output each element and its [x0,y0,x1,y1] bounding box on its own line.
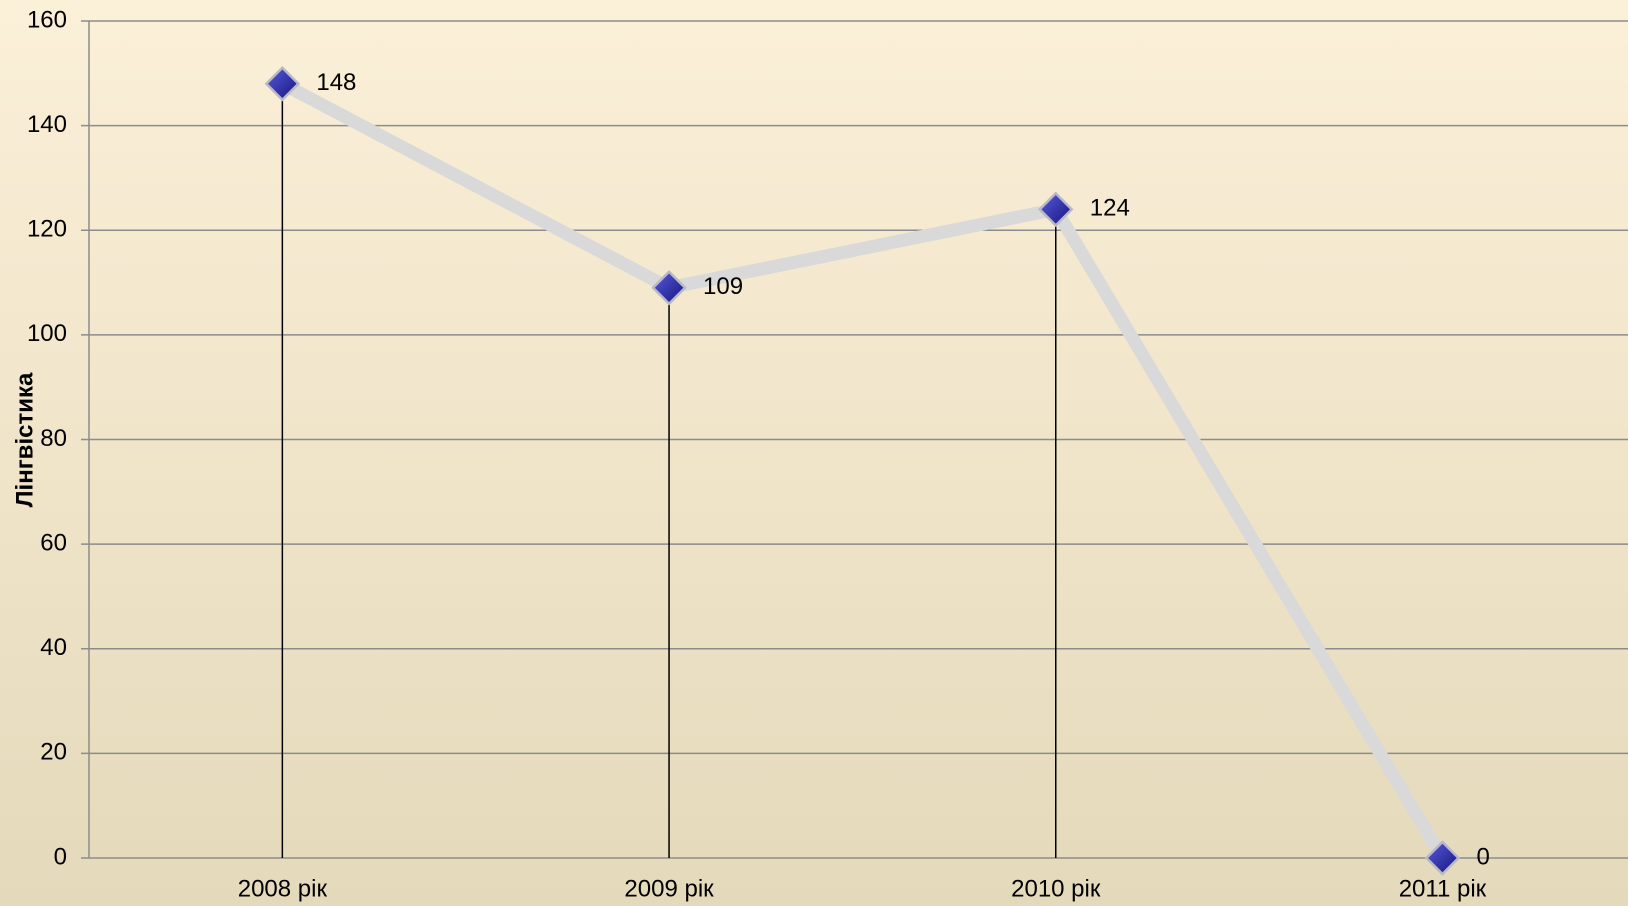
marker [1037,191,1074,228]
marker [651,270,687,306]
y-tick-label: 20 [40,739,67,766]
y-tick-label: 100 [27,320,67,347]
y-tick-label: 140 [27,111,67,138]
y-tick-label: 80 [40,425,67,452]
x-tick-label: 2009 рік [624,875,714,902]
y-tick-label: 120 [27,216,67,243]
data-label: 148 [316,69,356,96]
data-label: 0 [1476,843,1489,870]
y-axis-title: Лінгвістика [11,372,38,507]
data-label: 109 [703,273,743,300]
marker [264,66,301,102]
y-tick-label: 60 [40,529,67,556]
x-tick-label: 2011 рік [1399,875,1487,902]
y-tick-label: 40 [40,634,67,661]
series-line [279,78,1449,862]
y-tick-label: 0 [54,843,67,870]
x-tick-label: 2008 рік [238,875,328,902]
x-tick-label: 2010 рік [1011,875,1101,902]
marker [1424,840,1461,876]
data-label: 124 [1090,195,1130,222]
y-tick-label: 160 [27,6,67,33]
